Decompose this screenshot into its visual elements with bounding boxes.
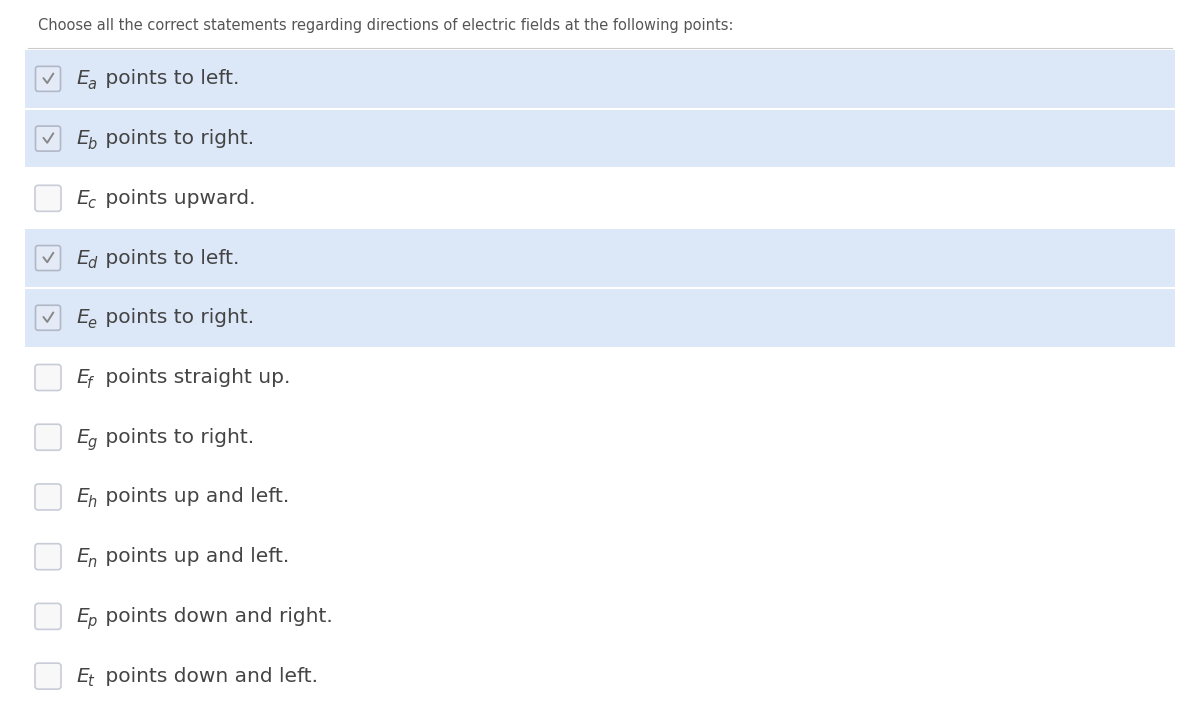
Text: d: d bbox=[88, 256, 96, 271]
Text: E: E bbox=[76, 368, 89, 387]
Text: E: E bbox=[76, 428, 89, 447]
FancyBboxPatch shape bbox=[36, 126, 60, 151]
Text: points to right.: points to right. bbox=[98, 129, 253, 148]
FancyBboxPatch shape bbox=[35, 484, 61, 510]
Text: f: f bbox=[88, 376, 92, 391]
Text: points down and left.: points down and left. bbox=[98, 667, 318, 685]
Text: points to right.: points to right. bbox=[98, 308, 253, 327]
Text: points up and left.: points up and left. bbox=[98, 547, 289, 566]
Text: E: E bbox=[76, 667, 89, 685]
Text: h: h bbox=[88, 495, 96, 510]
FancyBboxPatch shape bbox=[25, 229, 1175, 287]
Text: E: E bbox=[76, 188, 89, 208]
FancyBboxPatch shape bbox=[35, 543, 61, 570]
Text: points up and left.: points up and left. bbox=[98, 488, 289, 506]
FancyBboxPatch shape bbox=[35, 186, 61, 211]
FancyBboxPatch shape bbox=[25, 289, 1175, 346]
Text: E: E bbox=[76, 607, 89, 626]
Text: E: E bbox=[76, 69, 89, 89]
Text: t: t bbox=[88, 674, 92, 689]
Text: points to left.: points to left. bbox=[98, 69, 239, 89]
FancyBboxPatch shape bbox=[35, 603, 61, 630]
FancyBboxPatch shape bbox=[25, 50, 1175, 108]
FancyBboxPatch shape bbox=[35, 663, 61, 689]
Text: E: E bbox=[76, 129, 89, 148]
FancyBboxPatch shape bbox=[36, 306, 60, 331]
Text: E: E bbox=[76, 547, 89, 566]
Text: E: E bbox=[76, 248, 89, 268]
Text: p: p bbox=[88, 615, 96, 630]
Text: b: b bbox=[88, 136, 96, 151]
Text: n: n bbox=[88, 555, 96, 570]
Text: E: E bbox=[76, 488, 89, 506]
Text: points to left.: points to left. bbox=[98, 248, 239, 268]
FancyBboxPatch shape bbox=[36, 66, 60, 91]
FancyBboxPatch shape bbox=[35, 365, 61, 391]
Text: c: c bbox=[88, 196, 95, 211]
Text: points to right.: points to right. bbox=[98, 428, 253, 447]
Text: points straight up.: points straight up. bbox=[98, 368, 290, 387]
Text: e: e bbox=[88, 316, 96, 331]
FancyBboxPatch shape bbox=[36, 246, 60, 271]
Text: E: E bbox=[76, 308, 89, 327]
FancyBboxPatch shape bbox=[35, 424, 61, 451]
Text: g: g bbox=[88, 436, 96, 451]
Text: a: a bbox=[88, 77, 96, 92]
Text: Choose all the correct statements regarding directions of electric fields at the: Choose all the correct statements regard… bbox=[38, 18, 733, 33]
Text: points down and right.: points down and right. bbox=[98, 607, 332, 626]
Text: points upward.: points upward. bbox=[98, 188, 256, 208]
FancyBboxPatch shape bbox=[25, 110, 1175, 168]
